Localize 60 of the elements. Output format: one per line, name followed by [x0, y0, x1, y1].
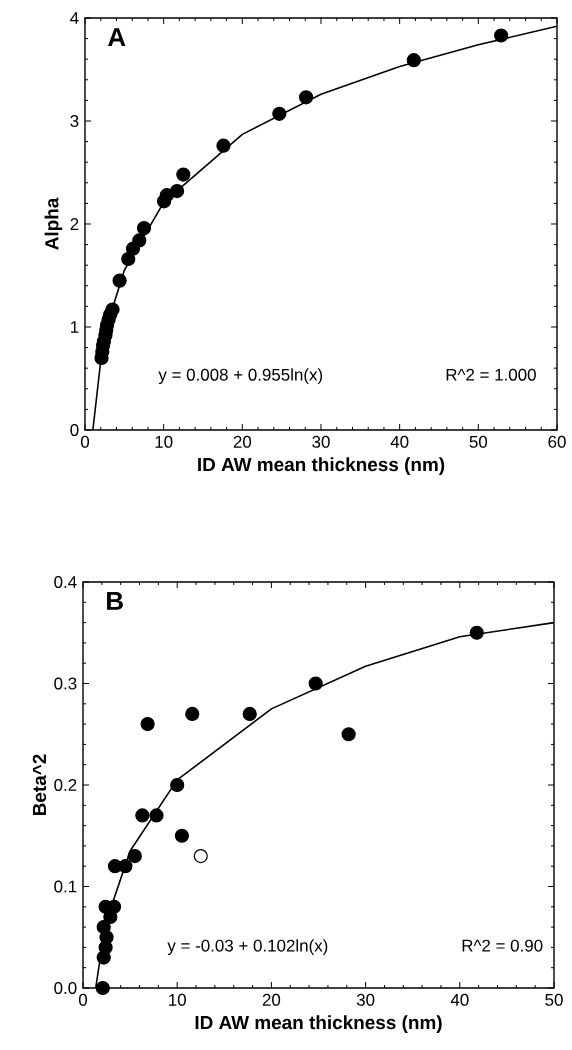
point: [169, 183, 185, 199]
point: [176, 167, 191, 182]
point: [308, 676, 323, 691]
y-tick-label: 0.0: [54, 982, 77, 994]
x-tick-label: 0: [80, 435, 90, 448]
x-tick-label: 40: [390, 435, 409, 448]
point: [135, 808, 150, 823]
y-tick-label: 0.1: [54, 880, 77, 893]
point: [136, 221, 152, 236]
x-axis-title: ID AW mean thickness (nm): [195, 1015, 442, 1033]
y-tick-label: 3: [70, 114, 79, 127]
x-tick-label: 30: [312, 435, 330, 448]
x-tick-label: 60: [548, 435, 566, 448]
y-tick-label: 0.2: [54, 779, 77, 791]
point: [140, 717, 155, 732]
point: [112, 273, 127, 288]
y-tick-label: 0: [70, 423, 79, 436]
point: [132, 233, 147, 248]
point: [95, 980, 110, 996]
annotation: R^2 = 0.90: [462, 939, 543, 952]
y-axis-title: Beta^2: [32, 754, 47, 816]
point: [298, 90, 314, 105]
x-tick-label: 30: [356, 993, 375, 1006]
x-tick-label: 10: [169, 993, 186, 1006]
point: [118, 859, 133, 874]
point: [96, 920, 111, 935]
point: [174, 828, 190, 843]
point: [127, 848, 142, 864]
x-tick-label: 20: [262, 993, 281, 1006]
point: [406, 53, 421, 68]
point: [216, 138, 231, 153]
annotation: y = 0.008 + 0.955ln(x): [158, 368, 323, 385]
x-tick-label: 50: [545, 993, 563, 1006]
point: [242, 706, 257, 722]
point: [469, 625, 484, 640]
annotation: y = -0.03 + 0.102ln(x): [167, 939, 328, 955]
point: [185, 706, 200, 722]
annotation: R^2 = 1.000: [446, 368, 536, 381]
y-tick-label: 4: [70, 12, 79, 24]
x-tick-label: 10: [155, 435, 173, 448]
x-tick-label: 0: [78, 993, 88, 1006]
x-axis-title: ID AW mean thickness (nm): [198, 457, 445, 475]
y-tick-label: 0.4: [54, 576, 77, 588]
x-tick-label: 40: [450, 993, 469, 1006]
point: [494, 28, 509, 43]
chart-title: A: [108, 28, 126, 46]
point: [105, 302, 120, 317]
y-tick-label: 1: [71, 321, 79, 333]
point: [193, 848, 208, 864]
point: [272, 106, 287, 121]
y-tick-label: 0.3: [54, 677, 77, 690]
point: [121, 251, 136, 267]
chart-title: B: [107, 592, 123, 610]
x-tick-label: 50: [469, 435, 488, 448]
point: [341, 727, 356, 742]
x-tick-label: 20: [233, 435, 252, 448]
y-axis-title: Alpha: [44, 197, 63, 250]
point: [149, 808, 164, 823]
point: [170, 777, 185, 793]
y-tick-label: 2: [70, 218, 79, 230]
